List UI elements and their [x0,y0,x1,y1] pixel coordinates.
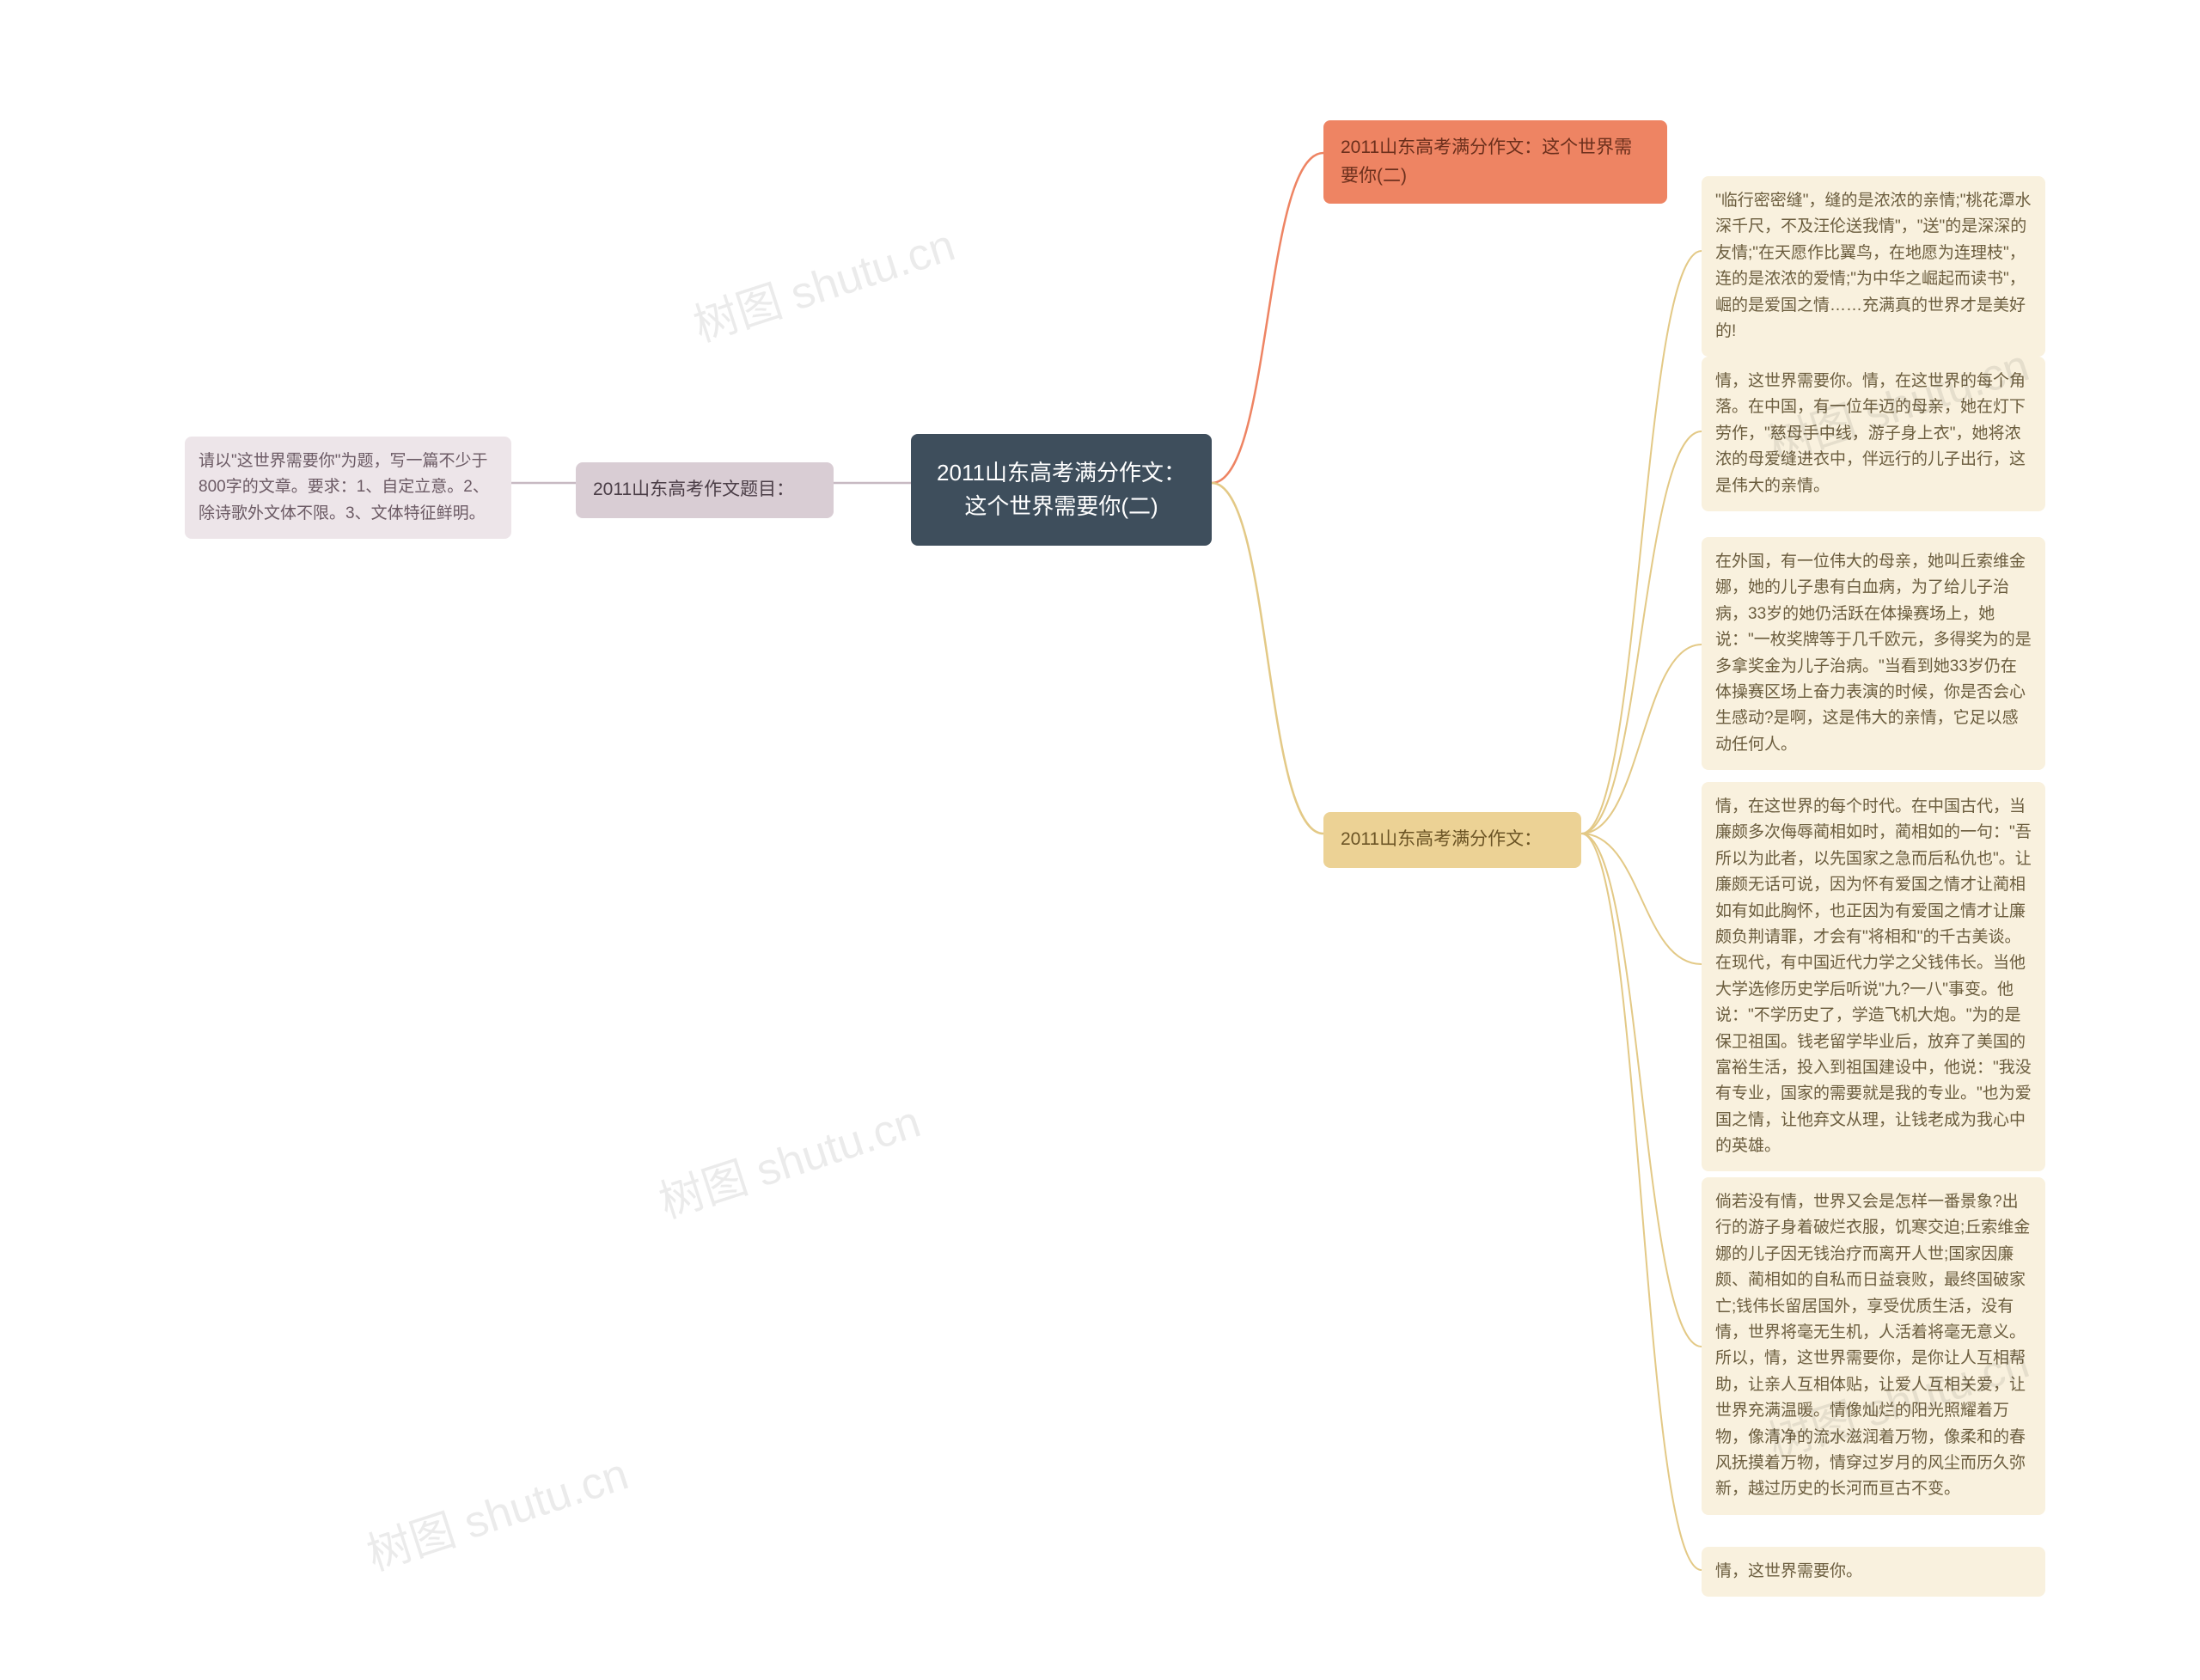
right-branch2-leaf-1-text: "临行密密缝"，缝的是浓浓的亲情;"桃花潭水深千尺，不及汪伦送我情"，"送"的是… [1715,192,2032,340]
connector-rb2-leaf1 [1581,251,1702,834]
left-branch-leaf-text: 请以"这世界需要你"为题，写一篇不少于800字的文章。要求：1、自定立意。2、除… [199,452,489,522]
right-branch2-leaf-3-text: 在外国，有一位伟大的母亲，她叫丘索维金娜，她的儿子患有白血病，为了给儿子治病，3… [1715,553,2032,754]
connector-rb2-leaf5 [1581,834,1702,1347]
connector-root-rightbranch1 [1212,153,1323,483]
mindmap-canvas: 2011山东高考满分作文： 这个世界需要你(二) 2011山东高考作文题目： 请… [0,0,2200,1680]
right-branch2-leaf-4-text: 情，在这世界的每个时代。在中国古代，当廉颇多次侮辱蔺相如时，蔺相如的一句："吾所… [1715,797,2032,1155]
watermark-4: 树图 shutu.cn [358,1438,635,1583]
right-branch2-leaf-2-text: 情，这世界需要你。情，在这世界的每个角落。在中国，有一位年迈的母亲，她在灯下劳作… [1715,372,2026,495]
right-branch2-leaf-5-text: 倘若没有情，世界又会是怎样一番景象?出行的游子身着破烂衣服，饥寒交迫;丘索维金娜… [1715,1193,2030,1498]
right-branch2-leaf-2[interactable]: 情，这世界需要你。情，在这世界的每个角落。在中国，有一位年迈的母亲，她在灯下劳作… [1702,357,2045,511]
left-branch-label: 2011山东高考作文题目： [593,480,794,499]
root-node[interactable]: 2011山东高考满分作文： 这个世界需要你(二) [911,434,1212,546]
right-branch2-leaf-6[interactable]: 情，这世界需要你。 [1702,1547,2045,1597]
right-branch2-leaf-1[interactable]: "临行密密缝"，缝的是浓浓的亲情;"桃花潭水深千尺，不及汪伦送我情"，"送"的是… [1702,176,2045,357]
watermark-3: 树图 shutu.cn [650,1085,927,1231]
right-branch2-leaf-5[interactable]: 倘若没有情，世界又会是怎样一番景象?出行的游子身着破烂衣服，饥寒交迫;丘索维金娜… [1702,1177,2045,1515]
root-node-text: 2011山东高考满分作文： 这个世界需要你(二) [937,460,1186,519]
right-branch2-label: 2011山东高考满分作文： [1341,829,1542,849]
connector-root-rightbranch2 [1212,483,1323,834]
left-branch-node[interactable]: 2011山东高考作文题目： [576,462,834,518]
right-branch2-node[interactable]: 2011山东高考满分作文： [1323,812,1581,868]
right-branch1-node[interactable]: 2011山东高考满分作文：这个世界需要你(二) [1323,120,1667,204]
watermark-1: 树图 shutu.cn [684,209,962,354]
connector-rb2-leaf3 [1581,645,1702,834]
right-branch2-leaf-4[interactable]: 情，在这世界的每个时代。在中国古代，当廉颇多次侮辱蔺相如时，蔺相如的一句："吾所… [1702,782,2045,1171]
left-branch-leaf[interactable]: 请以"这世界需要你"为题，写一篇不少于800字的文章。要求：1、自定立意。2、除… [185,437,511,539]
right-branch1-label: 2011山东高考满分作文：这个世界需要你(二) [1341,137,1632,186]
connector-rb2-leaf6 [1581,834,1702,1570]
connector-rb2-leaf2 [1581,431,1702,834]
right-branch2-leaf-3[interactable]: 在外国，有一位伟大的母亲，她叫丘索维金娜，她的儿子患有白血病，为了给儿子治病，3… [1702,537,2045,770]
connector-rb2-leaf4 [1581,834,1702,964]
right-branch2-leaf-6-text: 情，这世界需要你。 [1715,1562,1862,1580]
